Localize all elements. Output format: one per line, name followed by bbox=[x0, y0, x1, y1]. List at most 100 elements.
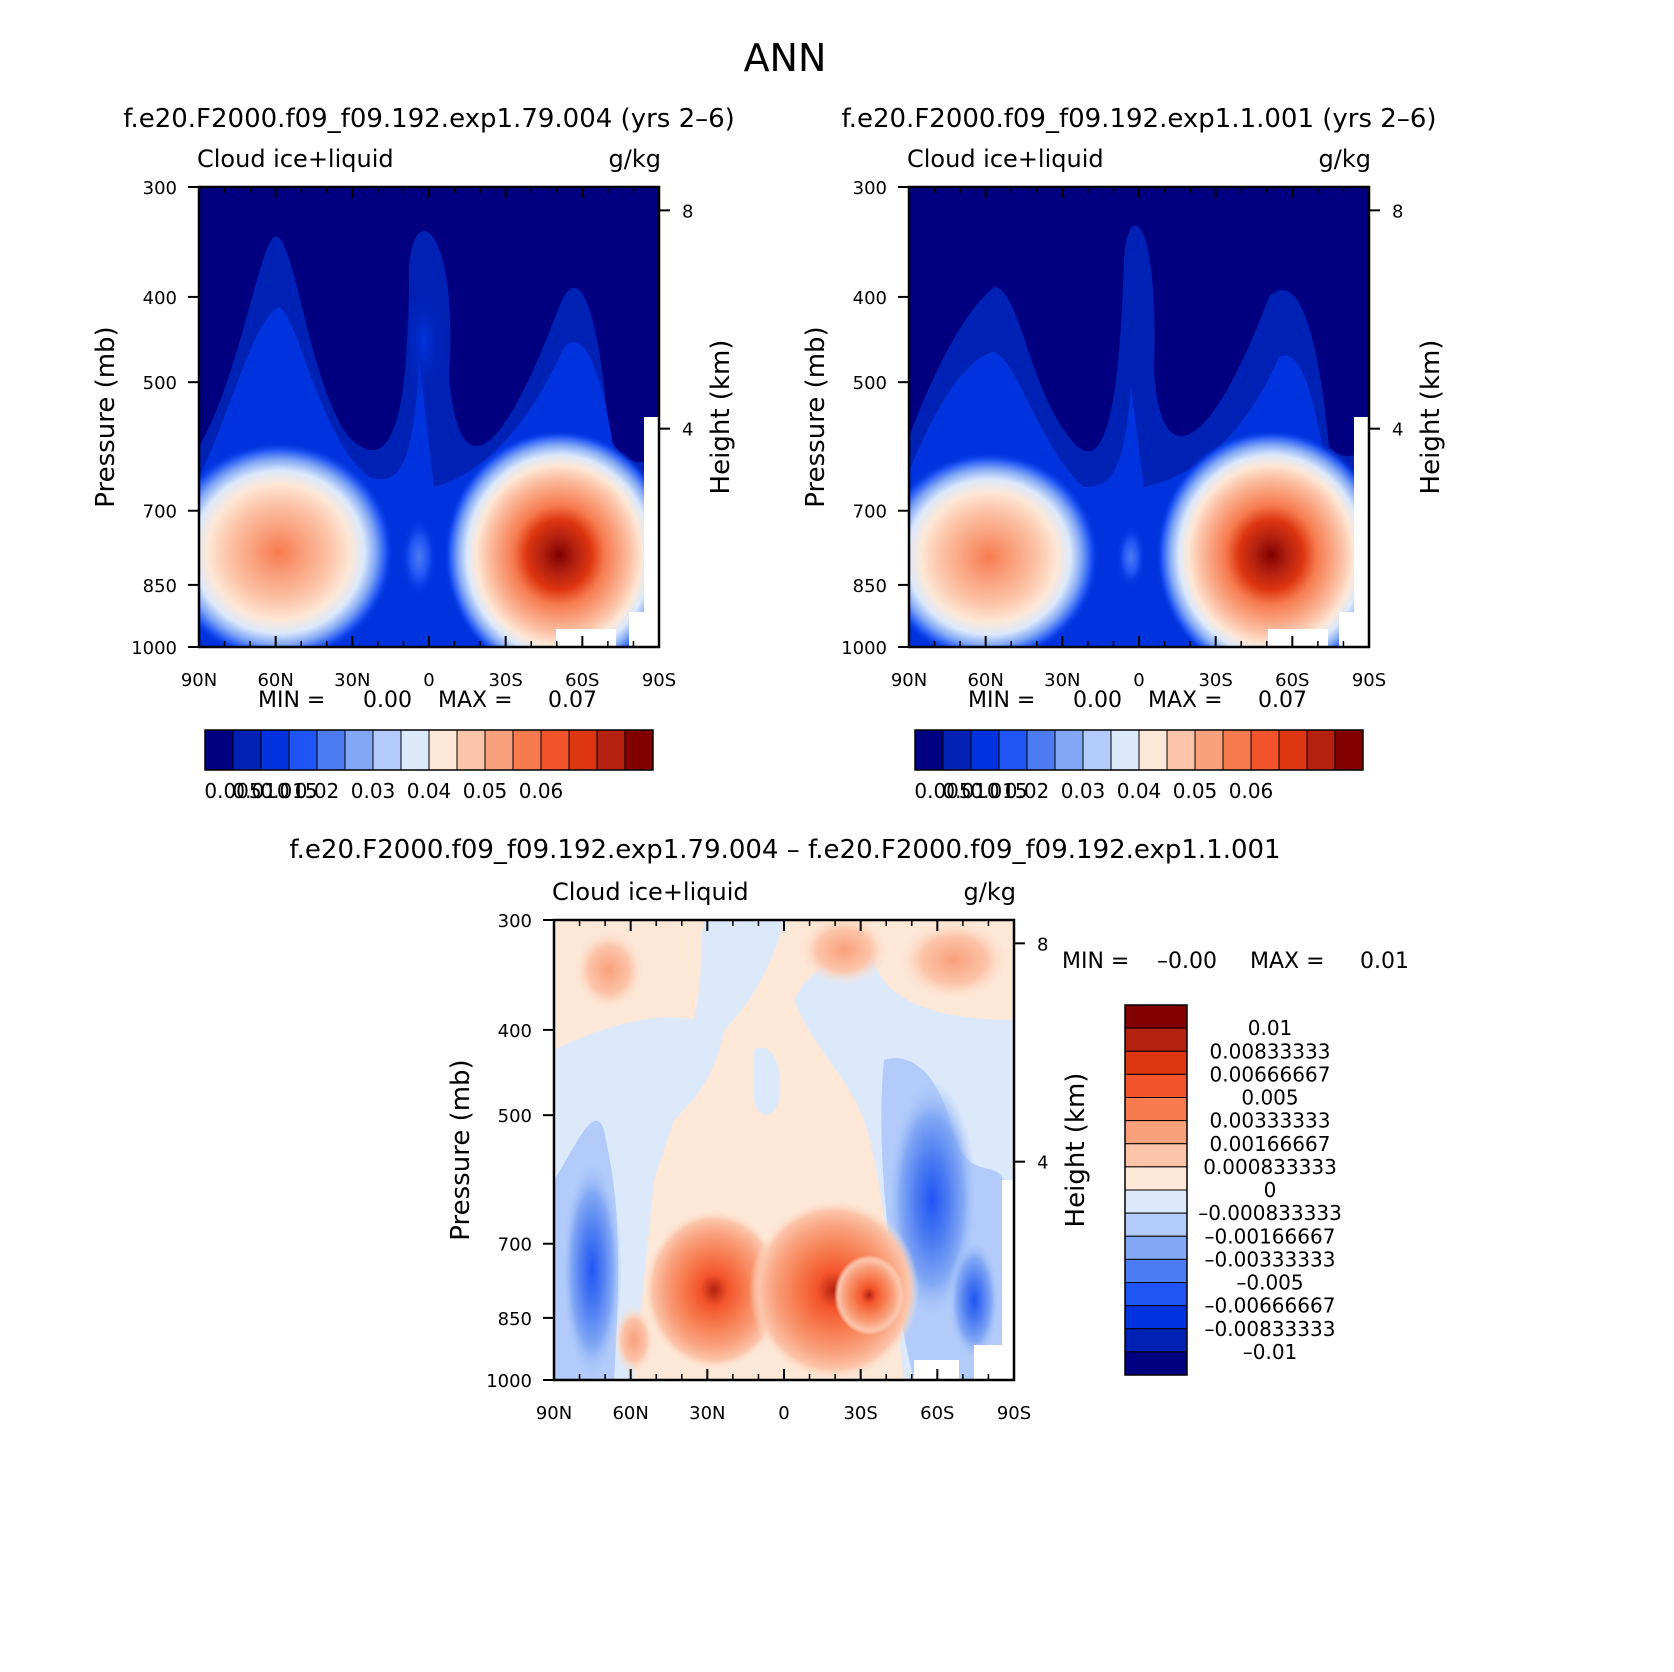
colorbar-swatch bbox=[484, 729, 514, 771]
field-pos-core bbox=[749, 1200, 919, 1380]
x-tick-label: 30S bbox=[843, 1403, 877, 1424]
field-equator bbox=[1116, 525, 1146, 589]
panel-2: f.e20.F2000.f09_f09.192.exp1.1.001 (yrs … bbox=[801, 104, 1446, 713]
colorbar-swatch bbox=[232, 729, 262, 771]
y-tick-label: 300 bbox=[498, 911, 532, 932]
x-tick-label: 30N bbox=[334, 670, 370, 691]
colorbar-swatch bbox=[1082, 729, 1112, 771]
panel-2-max-label: MAX = bbox=[1148, 688, 1223, 713]
colorbar-swatch bbox=[1306, 729, 1336, 771]
panel-1-max-value: 0.07 bbox=[548, 688, 597, 713]
colorbar-label: –0.005 bbox=[1236, 1271, 1303, 1295]
colorbar-swatch bbox=[1054, 729, 1084, 771]
y-tick-label: 1000 bbox=[486, 1371, 532, 1392]
x-tick-label: 60S bbox=[1275, 670, 1309, 691]
panel-2-y2label: Height (km) bbox=[1416, 340, 1446, 495]
colorbar-swatch bbox=[1124, 1166, 1188, 1191]
colorbar-label: 0.015 bbox=[260, 779, 317, 803]
colorbar-label: 0.02 bbox=[1005, 779, 1050, 803]
field-sh-lowcloud bbox=[444, 430, 659, 647]
x-tick-label: 60N bbox=[612, 1403, 648, 1424]
y-tick-label: 300 bbox=[853, 178, 887, 199]
colorbar-swatch bbox=[1278, 729, 1308, 771]
panel-2-min-value: 0.00 bbox=[1073, 688, 1122, 713]
x-tick-label: 30N bbox=[689, 1403, 725, 1424]
x-tick-label: 0 bbox=[1133, 670, 1144, 691]
panel-3-max-value: 0.01 bbox=[1360, 949, 1409, 974]
panel-1-min-value: 0.00 bbox=[363, 688, 412, 713]
x-tick-label: 60S bbox=[565, 670, 599, 691]
x-tick-label: 90S bbox=[997, 1403, 1031, 1424]
colorbar-swatch bbox=[1124, 1004, 1188, 1029]
colorbar-swatch bbox=[1124, 1328, 1188, 1353]
colorbar-swatch bbox=[1124, 1120, 1188, 1145]
colorbar-label: 0.04 bbox=[1117, 779, 1162, 803]
colorbar-swatch bbox=[512, 729, 542, 771]
field-upper-tropics bbox=[402, 287, 446, 397]
panel-1-y2label: Height (km) bbox=[706, 340, 736, 495]
y-tick-label: 1000 bbox=[841, 638, 887, 659]
panel-2-min-label: MIN = bbox=[968, 688, 1035, 713]
panel-2-max-value: 0.07 bbox=[1258, 688, 1307, 713]
x-tick-label: 90N bbox=[181, 670, 217, 691]
colorbar-swatch bbox=[372, 729, 402, 771]
colorbar-frame bbox=[204, 729, 654, 771]
colorbar-swatch bbox=[914, 729, 944, 771]
missing-data bbox=[644, 417, 659, 617]
colorbar-label: 0.000833333 bbox=[1203, 1155, 1337, 1179]
panel-1-max-label: MAX = bbox=[438, 688, 513, 713]
panel-1-ylabel: Pressure (mb) bbox=[91, 326, 121, 507]
x-tick-label: 90S bbox=[1352, 670, 1386, 691]
colorbar-label: 0.01 bbox=[1248, 1016, 1293, 1040]
colorbar-swatch bbox=[998, 729, 1028, 771]
missing-data bbox=[1002, 1180, 1014, 1350]
colorbar-label: 0.005 bbox=[204, 779, 261, 803]
panel-3-ylabel: Pressure (mb) bbox=[446, 1059, 476, 1240]
colorbar-label: 0.03 bbox=[351, 779, 396, 803]
colorbar-label: 0.05 bbox=[1173, 779, 1218, 803]
colorbar-swatch bbox=[316, 729, 346, 771]
y-tick-label: 700 bbox=[853, 502, 887, 523]
panel-2-field bbox=[909, 187, 1369, 647]
colorbar-label: –0.01 bbox=[1243, 1340, 1298, 1364]
colorbar-label: –0.000833333 bbox=[1198, 1201, 1342, 1225]
x-tick-label: 30S bbox=[488, 670, 522, 691]
colorbar-swatch bbox=[1124, 1212, 1188, 1237]
colorbar-label: 0.02 bbox=[295, 779, 340, 803]
field-pos-core bbox=[574, 930, 644, 1010]
x-tick-label: 60S bbox=[920, 1403, 954, 1424]
y-tick-label: 850 bbox=[143, 576, 177, 597]
field-neg-core bbox=[562, 1160, 622, 1380]
panel-3-min-label: MIN = bbox=[1062, 949, 1129, 974]
y2-tick-label: 8 bbox=[1037, 934, 1048, 955]
field-pos-core bbox=[614, 1305, 654, 1375]
y-tick-label: 500 bbox=[853, 373, 887, 394]
colorbar-swatch bbox=[1166, 729, 1196, 771]
panel-3-colorbar: 0.010.008333330.006666670.0050.003333330… bbox=[1124, 1004, 1342, 1376]
panel-3-title: f.e20.F2000.f09_f09.192.exp1.79.004 – f.… bbox=[289, 835, 1280, 865]
y2-tick-label: 4 bbox=[1037, 1153, 1048, 1174]
colorbar-label: 0.06 bbox=[519, 779, 564, 803]
y-tick-label: 500 bbox=[498, 1106, 532, 1127]
colorbar-label: 0.00333333 bbox=[1210, 1109, 1331, 1133]
panel-3-field bbox=[554, 920, 1014, 1380]
y-tick-label: 850 bbox=[853, 576, 887, 597]
colorbar-label: 0.05 bbox=[463, 779, 508, 803]
panel-3-min-value: –0.00 bbox=[1157, 949, 1217, 974]
colorbar-label: –0.00166667 bbox=[1205, 1224, 1336, 1248]
colorbar-swatch bbox=[1138, 729, 1168, 771]
panel-2-variable: Cloud ice+liquid bbox=[907, 145, 1104, 173]
colorbar-label: 0.06 bbox=[1229, 779, 1274, 803]
colorbar-swatch bbox=[1026, 729, 1056, 771]
colorbar-swatch bbox=[1124, 1282, 1188, 1307]
y2-tick-label: 8 bbox=[1392, 201, 1403, 222]
colorbar-swatch bbox=[1124, 1305, 1188, 1330]
colorbar-swatch bbox=[596, 729, 626, 771]
colorbar-swatch bbox=[1124, 1027, 1188, 1052]
figure-title: ANN bbox=[744, 36, 827, 80]
colorbar-label: 0.00666667 bbox=[1210, 1062, 1331, 1086]
y-tick-label: 400 bbox=[143, 288, 177, 309]
